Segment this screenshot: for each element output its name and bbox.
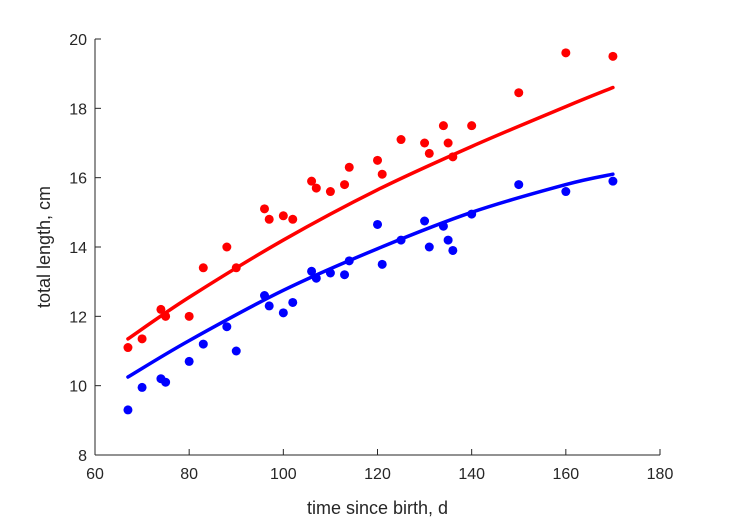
data-point (264, 214, 274, 224)
data-point (373, 219, 382, 229)
data-point (443, 138, 453, 148)
data-point (514, 180, 524, 190)
x-ticks: 60 80 100 120 140 160 180 (86, 449, 673, 483)
data-point (424, 148, 434, 158)
data-point (340, 180, 350, 190)
x-tick-label: 180 (647, 466, 674, 483)
data-point (325, 187, 335, 197)
data-point (561, 187, 571, 197)
data-point (467, 121, 477, 131)
data-point (278, 308, 288, 318)
data-point (377, 259, 387, 269)
axes: 60 80 100 120 140 160 180 8 10 12 14 16 18 20 (69, 32, 673, 483)
data-point (396, 235, 406, 245)
x-axis-label: time since birth, d (307, 498, 448, 518)
y-tick-label: 16 (69, 171, 87, 188)
data-point (137, 334, 147, 344)
data-point (448, 245, 458, 255)
y-tick-label: 14 (69, 240, 87, 257)
x-tick-label: 100 (270, 466, 297, 483)
data-point (222, 242, 232, 252)
y-tick-label: 12 (69, 309, 87, 326)
data-point (420, 216, 430, 226)
data-point (161, 377, 171, 387)
data-point (325, 268, 335, 278)
data-point (514, 88, 524, 98)
y-tick-label: 18 (69, 101, 87, 118)
data-point (396, 135, 406, 145)
data-point (123, 343, 133, 353)
data-point (377, 169, 387, 179)
data-point (608, 51, 618, 61)
y-axis-label: total length, cm (34, 186, 54, 308)
x-tick-label: 120 (364, 466, 391, 483)
data-point (156, 304, 166, 314)
data-point (278, 211, 288, 221)
data-point (608, 176, 618, 186)
data-point (344, 162, 354, 172)
data-point (264, 301, 274, 311)
data-point (467, 209, 477, 219)
data-point (198, 339, 208, 349)
data-point (260, 291, 269, 301)
data-point (288, 297, 298, 307)
x-tick-label: 80 (180, 466, 198, 483)
plot-area (123, 48, 618, 415)
data-point (561, 48, 571, 58)
data-point (288, 214, 298, 224)
data-point (438, 221, 448, 231)
data-point (307, 176, 317, 186)
data-point (123, 405, 133, 415)
data-point (311, 183, 321, 193)
data-point (340, 270, 350, 280)
y-tick-label: 10 (69, 379, 87, 396)
data-point (443, 235, 453, 245)
data-point (420, 138, 430, 148)
y-tick-label: 20 (69, 32, 87, 49)
y-ticks: 8 10 12 14 16 18 20 (69, 32, 101, 465)
data-point (231, 263, 241, 273)
data-point (448, 152, 458, 162)
data-point (373, 155, 382, 165)
data-point (260, 204, 269, 214)
data-point (184, 356, 194, 366)
x-tick-label: 140 (458, 466, 485, 483)
fit-line (126, 172, 615, 379)
data-point (424, 242, 434, 252)
data-point (184, 311, 194, 321)
y-tick-label: 8 (78, 448, 87, 465)
data-point (161, 311, 171, 321)
series-1 (123, 172, 618, 415)
data-point (307, 266, 317, 276)
data-point (438, 121, 448, 131)
data-point (311, 273, 321, 283)
x-tick-label: 160 (552, 466, 579, 483)
x-tick-label: 60 (86, 466, 104, 483)
data-point (222, 322, 232, 332)
fit-line (126, 85, 615, 341)
data-point (137, 382, 147, 392)
data-point (344, 256, 354, 266)
series-0 (123, 48, 618, 353)
data-point (231, 346, 241, 356)
data-point (198, 263, 208, 273)
